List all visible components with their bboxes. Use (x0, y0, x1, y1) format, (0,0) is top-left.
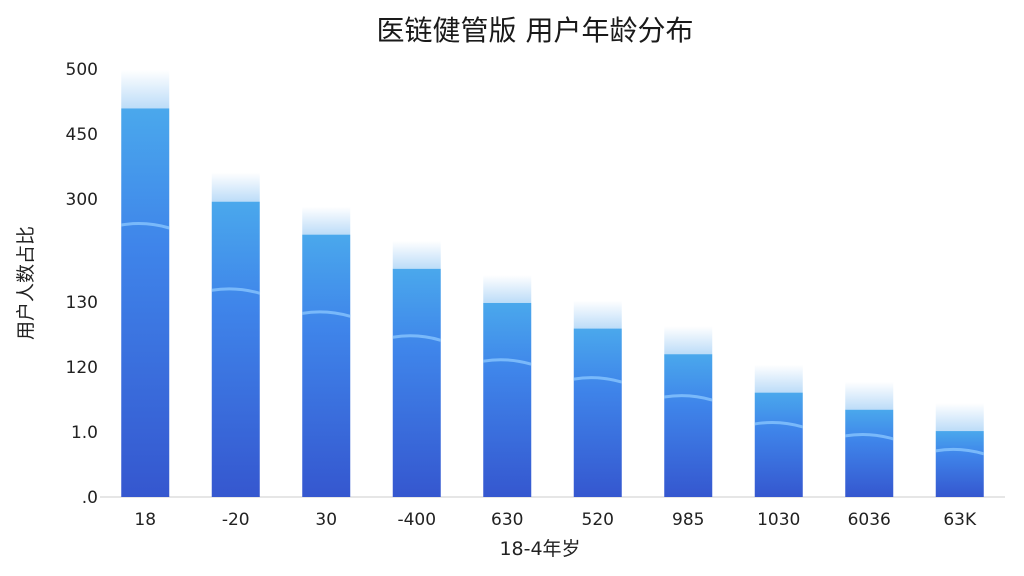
bar-highlight (121, 222, 170, 230)
bar-cap (121, 70, 170, 109)
bar-highlight (392, 334, 442, 342)
bar (664, 354, 713, 497)
bar--20 (211, 172, 261, 497)
bar (754, 392, 803, 497)
chart-title: 医链健管版 用户年龄分布 (377, 14, 694, 47)
y-tick-label: 300 (66, 190, 98, 210)
y-tick-label: 120 (66, 358, 98, 378)
bar-highlight (211, 287, 261, 295)
bar (483, 302, 532, 497)
bar (302, 234, 351, 497)
x-tick-label: 18 (134, 510, 156, 530)
bar (573, 328, 622, 497)
bar-cap (754, 364, 803, 393)
bar (121, 108, 170, 498)
bars-group (121, 70, 985, 498)
bar-highlight (573, 376, 623, 384)
bar-cap (935, 403, 984, 432)
y-axis-label: 用户人数占比 (15, 226, 37, 340)
bar-highlight (302, 310, 351, 318)
x-tick-label: 1030 (757, 510, 800, 530)
bar (935, 431, 984, 497)
bar-63K (935, 403, 985, 497)
x-tick-label: 520 (582, 510, 614, 530)
y-tick-label: 450 (66, 125, 98, 145)
bar-18 (121, 70, 170, 498)
y-tick-label: 130 (66, 293, 98, 313)
y-tick-label: .0 (82, 488, 98, 508)
y-tick-label: 1.0 (71, 423, 98, 443)
x-tick-label: 985 (672, 510, 704, 530)
bar-cap (392, 240, 441, 269)
bar-cap (664, 326, 713, 355)
bar-highlight (845, 432, 894, 441)
bar--400 (392, 240, 442, 497)
x-tick-label: 63K (943, 510, 977, 530)
bar-520 (573, 300, 623, 497)
bar (211, 201, 260, 497)
x-tick-label: 30 (315, 510, 337, 530)
bar-1030 (754, 364, 804, 497)
x-tick-label: 6036 (848, 510, 891, 530)
x-tick-label: 630 (491, 510, 523, 530)
bar-cap (573, 300, 622, 329)
bar-cap (483, 274, 532, 303)
bar-highlight (483, 358, 532, 366)
x-tick-label: -20 (222, 510, 250, 530)
bar-cap (302, 206, 351, 235)
y-tick-labels: 500 450 300 130 120 1.0 .0 (66, 60, 98, 508)
x-tick-label: -400 (397, 510, 436, 530)
x-axis-label: 18-4年岁 (499, 538, 580, 560)
y-tick-label: 500 (66, 60, 98, 80)
bar-6036 (845, 381, 894, 497)
bar-highlight (664, 394, 713, 402)
bar-highlight (754, 420, 804, 429)
bar (845, 409, 894, 497)
bar-30 (302, 206, 351, 497)
bar-highlight (935, 447, 985, 456)
bar-cap (845, 381, 894, 410)
x-tick-labels: 18 -20 30 -400 630 520 985 1030 6036 63K (134, 510, 977, 530)
bar-630 (483, 274, 532, 497)
bar-985 (664, 326, 713, 497)
bar-cap (211, 172, 260, 202)
bar (392, 268, 441, 497)
